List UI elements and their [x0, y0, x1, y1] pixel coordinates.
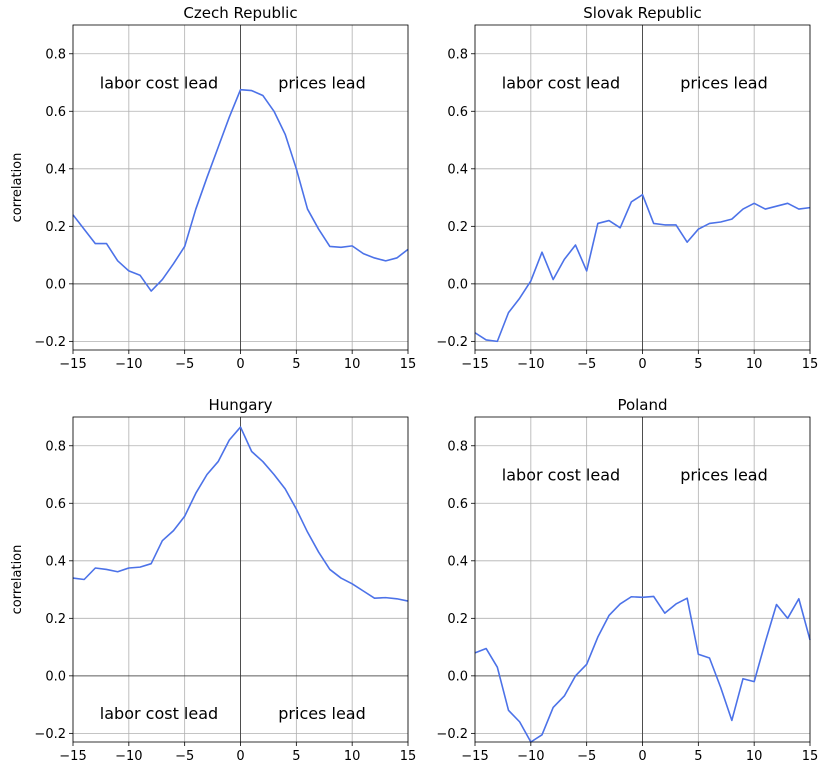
chart-poland: −15 −10 −5 0 5 10 15 −0.2 0.0 0.2 0.4 0.6 0.8 Poland l…	[436, 396, 818, 764]
y-tick-label: 0.0	[447, 669, 468, 684]
annotation-label: labor cost lead	[502, 466, 620, 485]
x-tick-label: −15	[461, 749, 488, 764]
x-tick-label: −15	[461, 357, 488, 372]
chart-title: Czech Republic	[183, 4, 297, 22]
chart-czech-republic: −15 −10 −5 0 5 10 15 −0.2 0.0 0.2 0.4 0.6 0.8 Czech R…	[10, 4, 416, 372]
annotation-label: prices lead	[680, 466, 768, 485]
x-tick-label: −10	[115, 357, 142, 372]
y-axis-label: correlation	[10, 153, 25, 223]
x-tick-label: 10	[344, 357, 361, 372]
x-tick-label: 15	[400, 357, 417, 372]
y-tick-label: −0.2	[436, 727, 468, 742]
y-tick-label: 0.2	[45, 612, 66, 627]
annotation-label: prices lead	[278, 704, 366, 723]
x-tick-label: 15	[802, 749, 818, 764]
annotation-label: labor cost lead	[100, 74, 218, 93]
x-tick-label: 5	[694, 749, 702, 764]
chart-title: Slovak Republic	[583, 4, 702, 22]
y-tick-label: 0.8	[447, 439, 468, 454]
x-tick-label: 0	[236, 357, 244, 372]
x-tick-label: 0	[236, 749, 244, 764]
series-line	[474, 193, 811, 343]
y-tick-label: 0.8	[45, 439, 66, 454]
y-tick-label: 0.4	[45, 162, 66, 177]
y-tick-label: 0.6	[447, 105, 468, 120]
x-tick-label: −15	[59, 357, 86, 372]
annotation-label: labor cost lead	[502, 74, 620, 93]
y-tick-label: 0.0	[45, 669, 66, 684]
y-tick-label: 0.2	[45, 220, 66, 235]
y-axis-label: correlation	[10, 545, 25, 615]
y-tick-label: 0.4	[45, 554, 66, 569]
annotation-label: prices lead	[278, 74, 366, 93]
x-tick-label: −10	[517, 749, 544, 764]
x-tick-label: −5	[175, 357, 194, 372]
chart-slovak-republic: −15 −10 −5 0 5 10 15 −0.2 0.0 0.2 0.4 0.6 0.8 Slovak …	[436, 4, 818, 372]
x-tick-label: −10	[115, 749, 142, 764]
x-tick-label: 5	[292, 357, 300, 372]
y-tick-label: −0.2	[34, 335, 66, 350]
x-tick-label: −5	[175, 749, 194, 764]
y-tick-label: 0.6	[45, 497, 66, 512]
x-tick-label: 10	[344, 749, 361, 764]
x-tick-label: −5	[577, 357, 596, 372]
x-tick-label: 0	[638, 357, 646, 372]
x-tick-label: −15	[59, 749, 86, 764]
chart-title: Poland	[617, 396, 667, 414]
x-tick-label: 15	[400, 749, 417, 764]
x-tick-label: 0	[638, 749, 646, 764]
chart-title: Hungary	[208, 396, 272, 414]
annotation-label: prices lead	[680, 74, 768, 93]
x-tick-label: 10	[746, 749, 763, 764]
y-tick-label: 0.6	[447, 497, 468, 512]
x-tick-label: 5	[694, 357, 702, 372]
chart-hungary: −15 −10 −5 0 5 10 15 −0.2 0.0 0.2 0.4 0.6 0.8 Hungary…	[10, 396, 416, 764]
y-tick-label: −0.2	[34, 727, 66, 742]
y-tick-label: 0.6	[45, 105, 66, 120]
annotation-label: labor cost lead	[100, 704, 218, 723]
x-tick-label: −10	[517, 357, 544, 372]
y-tick-label: 0.8	[447, 47, 468, 62]
y-tick-label: −0.2	[436, 335, 468, 350]
series-line	[72, 426, 409, 602]
y-tick-label: 0.0	[447, 277, 468, 292]
y-tick-label: 0.2	[447, 220, 468, 235]
series-line	[72, 88, 409, 292]
y-tick-label: 0.4	[447, 162, 468, 177]
x-tick-label: 10	[746, 357, 763, 372]
y-tick-label: 0.8	[45, 47, 66, 62]
x-tick-label: 15	[802, 357, 818, 372]
y-tick-label: 0.0	[45, 277, 66, 292]
y-tick-label: 0.2	[447, 612, 468, 627]
y-tick-label: 0.4	[447, 554, 468, 569]
x-tick-label: 5	[292, 749, 300, 764]
x-tick-label: −5	[577, 749, 596, 764]
